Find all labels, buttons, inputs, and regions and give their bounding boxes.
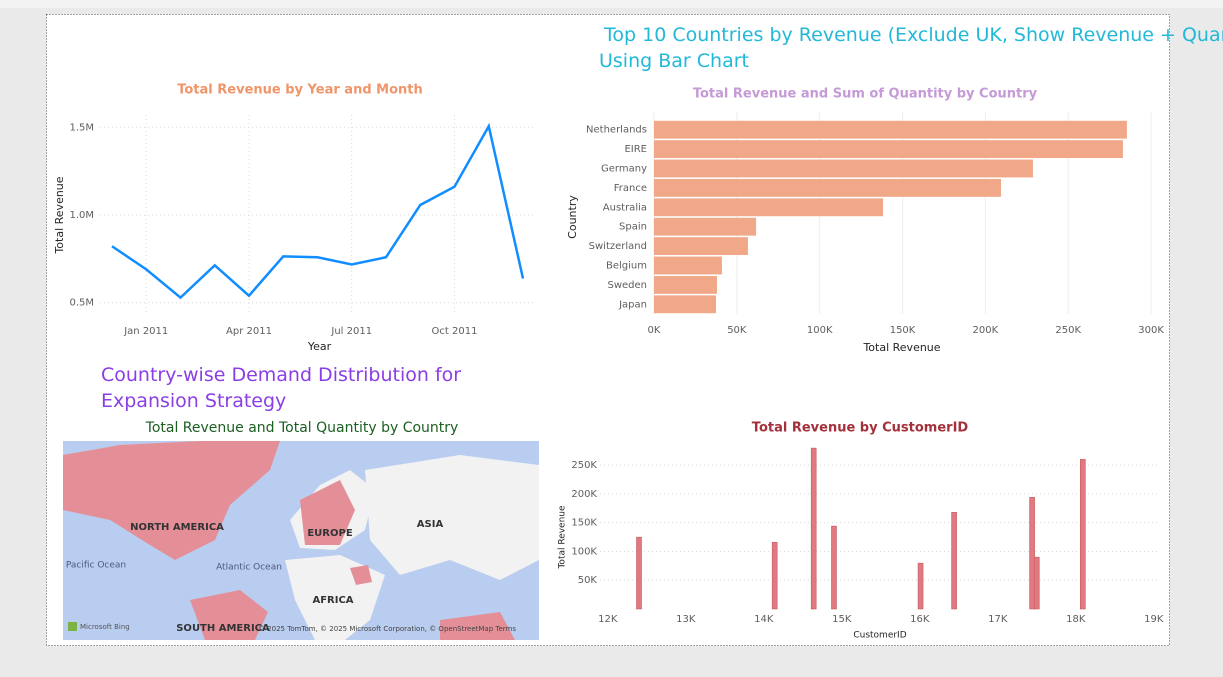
x-tick-label: 14K — [754, 614, 774, 625]
x-tick-label: 18K — [1066, 614, 1086, 625]
heading-line: Country-wise Demand Distribution for — [101, 364, 461, 386]
map-europe-fill — [300, 480, 355, 545]
x-tick-label: 15K — [832, 614, 852, 625]
x-tick-label: 19K — [1144, 614, 1164, 625]
y-tick-label: Netherlands — [586, 125, 647, 136]
bar — [654, 295, 716, 314]
y-tick-label: Australia — [603, 202, 647, 213]
x-tick-label: 300K — [1138, 325, 1164, 336]
y-tick-label: 1.5M — [69, 122, 94, 133]
y-tick-label: 50K — [578, 575, 598, 586]
y-tick-label: 200K — [571, 489, 597, 500]
map-north-america — [63, 441, 280, 560]
x-axis-title: Total Revenue — [862, 341, 940, 354]
y-tick-label: 1.0M — [69, 210, 94, 221]
y-tick-label: 150K — [571, 518, 597, 529]
heading-line: Top 10 Countries by Revenue (Exclude UK,… — [603, 24, 1223, 46]
bar — [951, 512, 957, 610]
x-tick-label: 50K — [727, 325, 747, 336]
bar — [771, 541, 778, 610]
y-tick-label: Japan — [618, 299, 647, 310]
x-tick-label: 13K — [676, 614, 696, 625]
y-tick-label: 250K — [571, 460, 597, 471]
section-heading: Top 10 Countries by Revenue (Exclude UK,… — [599, 24, 1223, 72]
bar — [636, 536, 642, 610]
y-tick-label: Spain — [619, 222, 647, 233]
map-logo: Microsoft Bing — [80, 623, 130, 631]
map-label: AFRICA — [312, 595, 353, 606]
y-tick-label: France — [614, 183, 647, 194]
heading-line: Expansion Strategy — [101, 390, 286, 412]
y-axis-title: Total Revenue — [558, 505, 568, 570]
map-south-america — [190, 590, 268, 640]
bar — [831, 525, 837, 610]
x-tick-label: 150K — [890, 325, 916, 336]
x-tick-label: Oct 2011 — [432, 326, 478, 337]
x-tick-label: 100K — [807, 325, 833, 336]
heading-line: Using Bar Chart — [599, 50, 749, 72]
chart-title: Total Revenue and Total Quantity by Coun… — [145, 420, 459, 436]
map-label: SOUTH AMERICA — [176, 623, 270, 634]
bar — [654, 275, 717, 294]
x-tick-label: Apr 2011 — [226, 326, 272, 337]
x-tick-label: Jan 2011 — [123, 326, 168, 337]
bar — [1079, 459, 1086, 610]
y-tick-label: Sweden — [607, 280, 647, 291]
x-tick-label: Jul 2011 — [330, 326, 372, 337]
bing-logo — [68, 622, 77, 631]
y-tick-label: EIRE — [624, 144, 647, 155]
bar — [810, 447, 817, 610]
bar — [1029, 497, 1035, 610]
map-label: NORTH AMERICA — [130, 522, 224, 533]
bar — [1033, 556, 1040, 610]
top-bar — [0, 0, 1223, 8]
map-australia — [440, 612, 515, 640]
bar — [654, 198, 883, 217]
x-tick-label: 200K — [973, 325, 999, 336]
x-axis-title: CustomerID — [853, 631, 906, 641]
y-tick-label: 0.5M — [69, 298, 94, 309]
y-axis-title: Total Revenue — [53, 176, 66, 254]
bar — [654, 178, 1001, 197]
map-label: ASIA — [417, 519, 444, 530]
y-axis-title: Country — [566, 195, 579, 239]
bar — [654, 140, 1123, 159]
map-label: Atlantic Ocean — [216, 563, 282, 573]
y-tick-label: Germany — [601, 164, 647, 175]
map-attribution: © 2025 TomTom, © 2025 Microsoft Corporat… — [258, 625, 516, 633]
map-base — [63, 441, 539, 640]
x-tick-label: 250K — [1055, 325, 1081, 336]
bar — [654, 159, 1033, 178]
map-label: Pacific Ocean — [66, 561, 126, 571]
chart-title: Total Revenue by CustomerID — [752, 421, 969, 436]
x-tick-label: 17K — [988, 614, 1008, 625]
chart-title: Total Revenue by Year and Month — [177, 83, 423, 98]
y-tick-label: Switzerland — [589, 241, 647, 252]
bar — [917, 562, 924, 610]
chart-title: Total Revenue and Sum of Quantity by Cou… — [693, 87, 1038, 102]
bar — [654, 217, 757, 236]
section-heading: Country-wise Demand Distribution for Expa… — [101, 364, 461, 412]
x-tick-label: 12K — [598, 614, 618, 625]
y-tick-label: Belgium — [606, 261, 647, 272]
revenue-line — [111, 122, 525, 300]
bar — [654, 120, 1127, 139]
bar — [654, 256, 722, 275]
map-label: EUROPE — [307, 528, 352, 539]
bar — [654, 237, 748, 256]
map-middle-east — [350, 565, 372, 585]
x-axis-title: Year — [307, 340, 332, 353]
x-tick-label: 16K — [910, 614, 930, 625]
y-tick-label: 100K — [571, 546, 597, 557]
map-asia — [365, 455, 539, 580]
x-tick-label: 0K — [648, 325, 661, 336]
